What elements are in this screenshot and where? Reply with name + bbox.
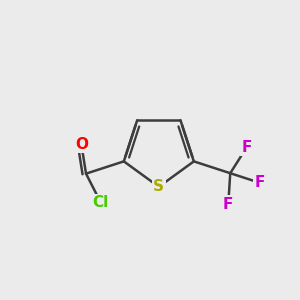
- Text: O: O: [75, 137, 88, 152]
- Text: Cl: Cl: [93, 195, 109, 210]
- Text: S: S: [153, 179, 164, 194]
- Text: F: F: [242, 140, 252, 154]
- Text: F: F: [223, 196, 233, 211]
- Text: F: F: [254, 175, 265, 190]
